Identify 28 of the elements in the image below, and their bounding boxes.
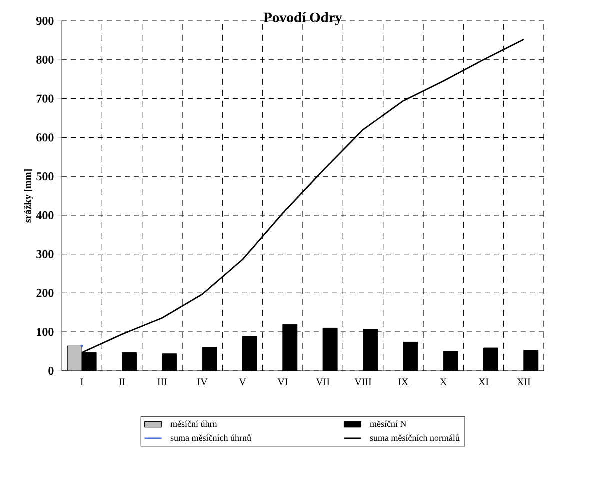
- y-axis-title: srážky [mm]: [24, 170, 34, 223]
- legend-label: měsíční úhrn: [170, 420, 218, 428]
- y-tick-label: 900: [36, 16, 54, 26]
- legend-label: suma měsíčních úhrnů: [170, 434, 252, 442]
- x-tick-label: IX: [398, 378, 409, 386]
- x-tick-label: VII: [316, 378, 330, 386]
- x-tick-label: VI: [278, 378, 288, 386]
- x-tick-label: IV: [198, 378, 208, 386]
- x-tick-label: I: [80, 378, 84, 386]
- x-tick-label: VIII: [354, 378, 372, 386]
- y-tick-label: 300: [36, 250, 54, 258]
- legend-label: měsíční N: [370, 420, 407, 428]
- y-tick-label: 400: [36, 211, 54, 220]
- y-tick-label: 500: [36, 172, 54, 181]
- y-tick-label: 100: [37, 328, 54, 336]
- x-tick-label: X: [440, 378, 448, 386]
- x-tick-label: XI: [478, 378, 489, 386]
- x-tick-label: III: [158, 378, 168, 386]
- y-tick-label: 200: [36, 289, 54, 298]
- y-tick-label: 700: [36, 94, 54, 103]
- x-tick-label: XII: [517, 378, 530, 386]
- x-tick-label: II: [119, 378, 126, 386]
- legend-label: suma měsíčních normálů: [370, 434, 460, 442]
- x-tick-label: V: [239, 378, 246, 386]
- chart-title: Povodí Odry: [264, 12, 342, 26]
- y-tick-label: 0: [48, 366, 54, 376]
- y-tick-label: 600: [36, 134, 54, 142]
- y-tick-label: 800: [36, 56, 54, 64]
